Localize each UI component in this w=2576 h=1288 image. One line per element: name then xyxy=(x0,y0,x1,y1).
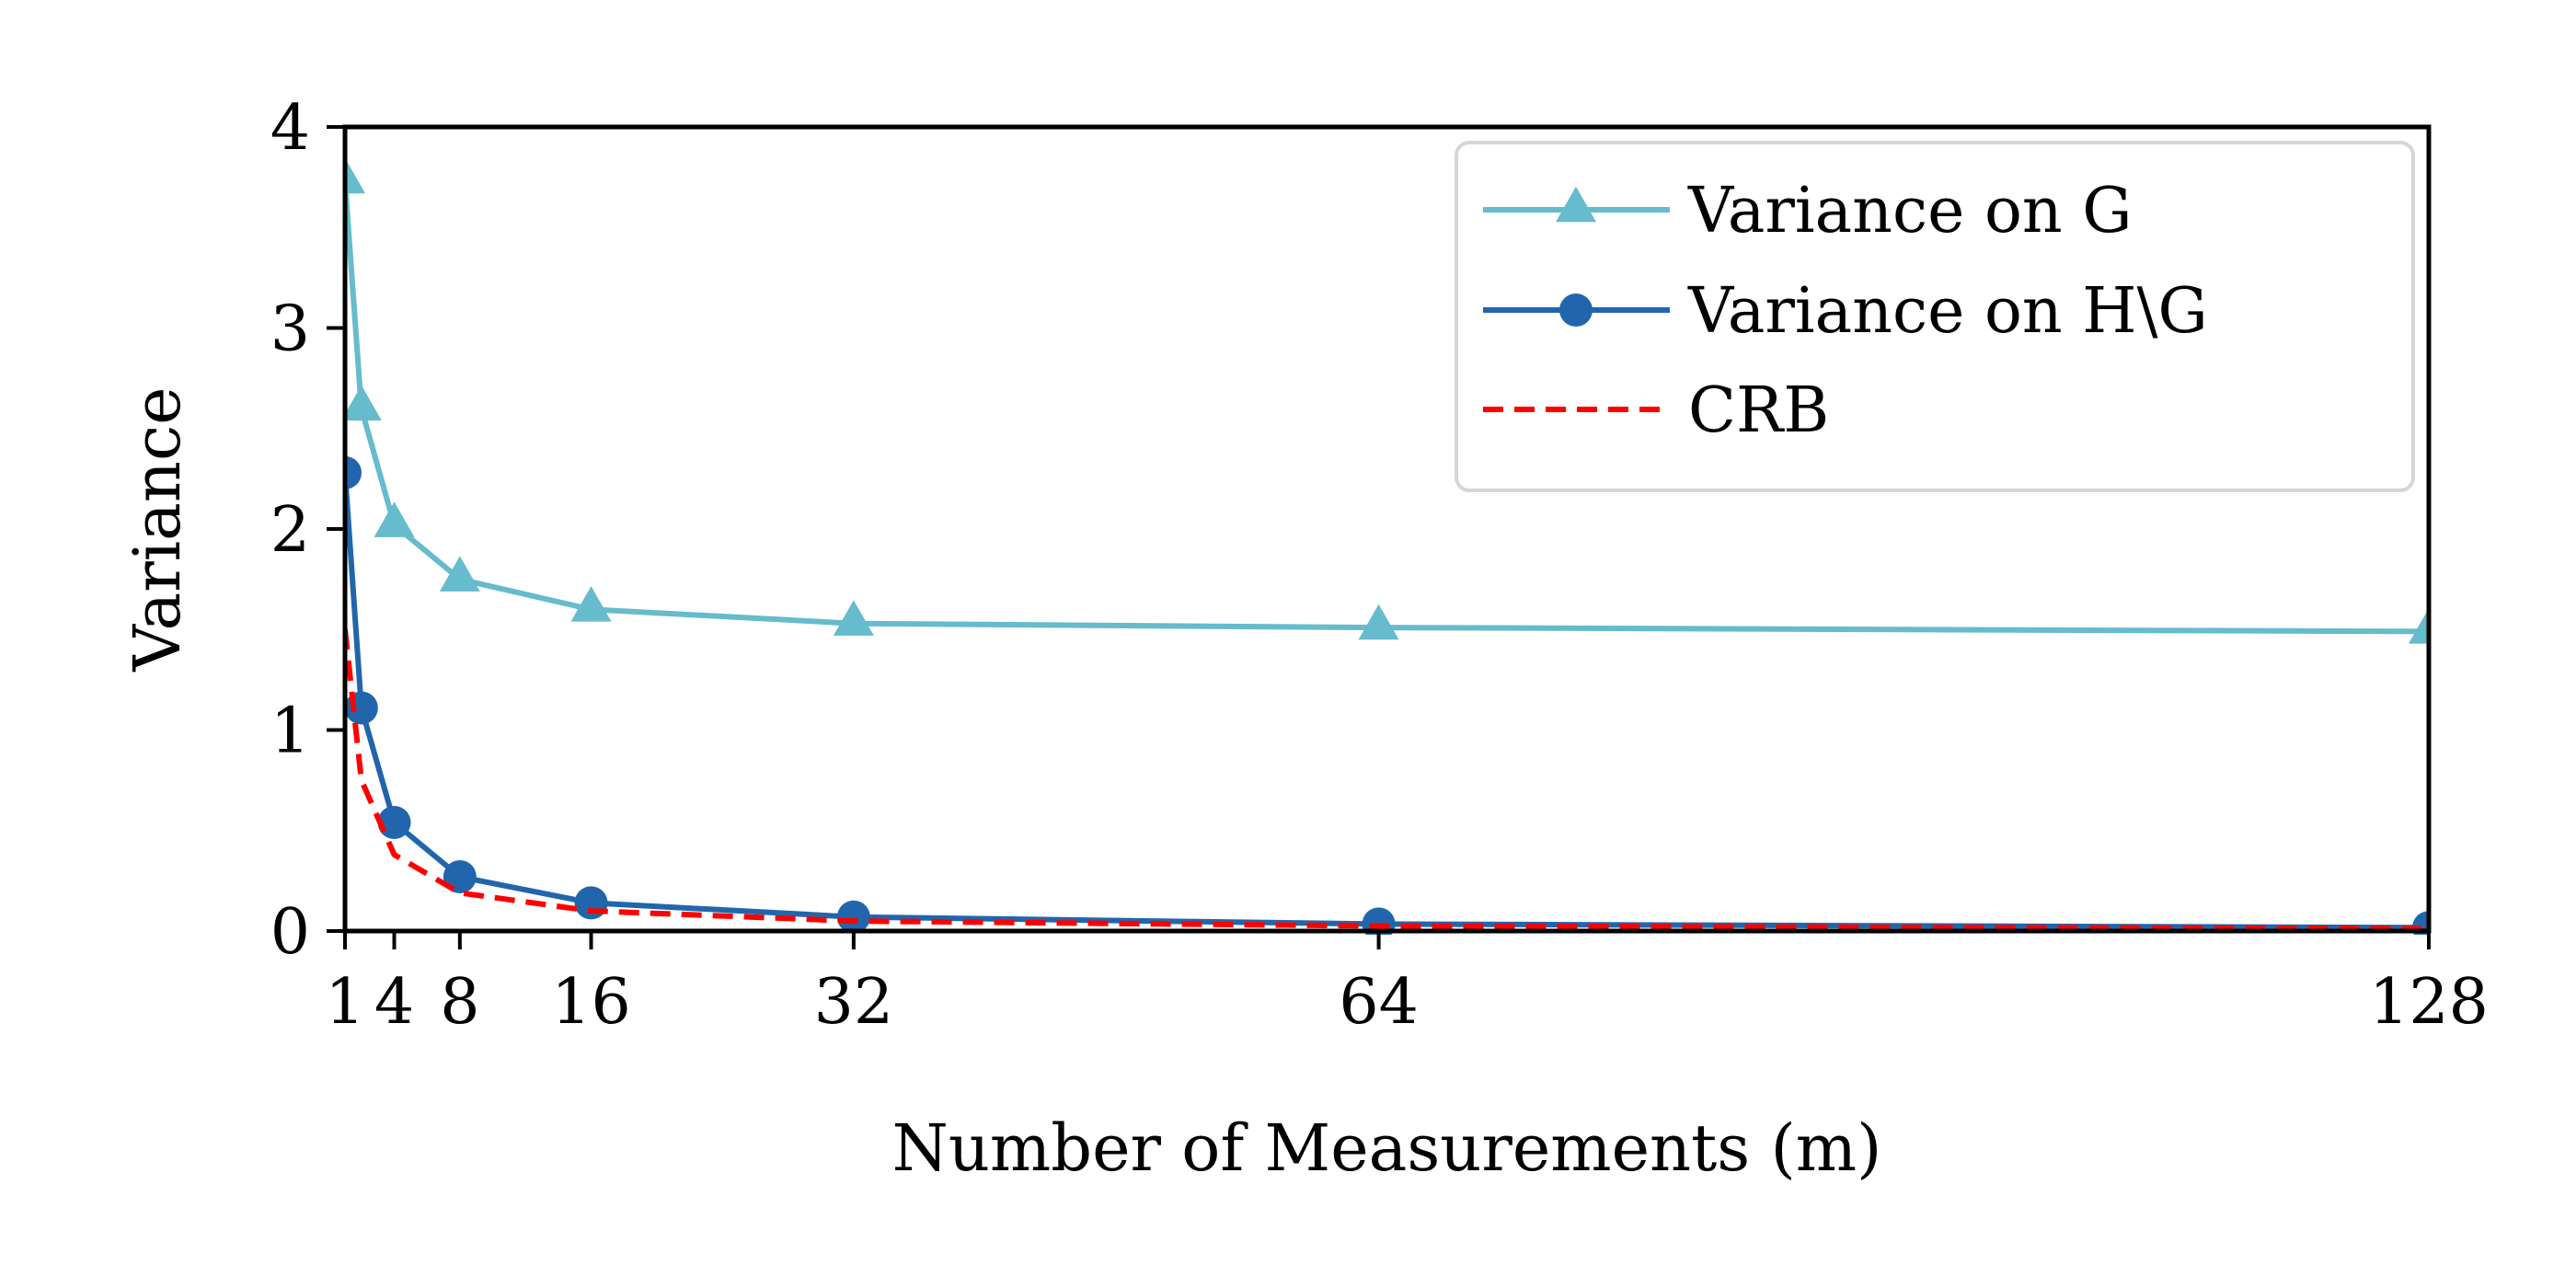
y-tick-label: 2 xyxy=(270,494,310,567)
x-tick-label: 4 xyxy=(374,966,414,1039)
legend-box xyxy=(1455,141,2415,492)
legend-label: Variance on H\G xyxy=(1687,275,2208,348)
x-tick-label: 64 xyxy=(1339,966,1419,1039)
y-tick-label: 0 xyxy=(270,896,310,969)
series-line xyxy=(345,472,2429,931)
legend-marker xyxy=(1556,186,1596,223)
x-tick-label: 128 xyxy=(2369,966,2489,1039)
data-point xyxy=(374,501,415,537)
x-axis-label: Number of Measurements (m) xyxy=(892,1110,1882,1186)
data-point xyxy=(345,157,365,194)
legend-item: Variance on H\G xyxy=(1483,275,2208,348)
x-tick-label: 1 xyxy=(325,966,364,1039)
series-line xyxy=(345,628,2429,932)
data-point xyxy=(2409,608,2429,644)
legend-label: Variance on G xyxy=(1687,175,2133,247)
series-line xyxy=(345,180,2429,635)
data-point xyxy=(833,600,874,636)
data-point xyxy=(1358,604,1399,640)
y-tick-label: 1 xyxy=(270,696,310,768)
legend: Variance on G Variance on H\G CRB xyxy=(1455,141,2415,492)
legend-item: Variance on G xyxy=(1483,175,2133,247)
legend-item: CRB xyxy=(1483,374,1829,447)
legend-label: CRB xyxy=(1688,374,1829,447)
legend-marker xyxy=(1559,293,1593,327)
series-1 xyxy=(345,455,2429,935)
data-point xyxy=(345,385,382,421)
series-2 xyxy=(345,628,2429,932)
y-tick-label: 4 xyxy=(270,92,310,165)
series-0 xyxy=(345,157,2429,644)
data-point xyxy=(345,455,362,489)
data-point xyxy=(439,556,480,592)
y-tick-label: 3 xyxy=(270,293,310,366)
series-layer xyxy=(345,157,2429,935)
x-tick-label: 8 xyxy=(440,966,479,1039)
data-point xyxy=(836,900,870,934)
x-tick-label: 32 xyxy=(814,966,894,1039)
x-tick-label: 16 xyxy=(551,966,631,1039)
data-point xyxy=(570,586,612,622)
y-axis-label: Variance xyxy=(120,386,195,672)
data-point xyxy=(574,886,608,920)
